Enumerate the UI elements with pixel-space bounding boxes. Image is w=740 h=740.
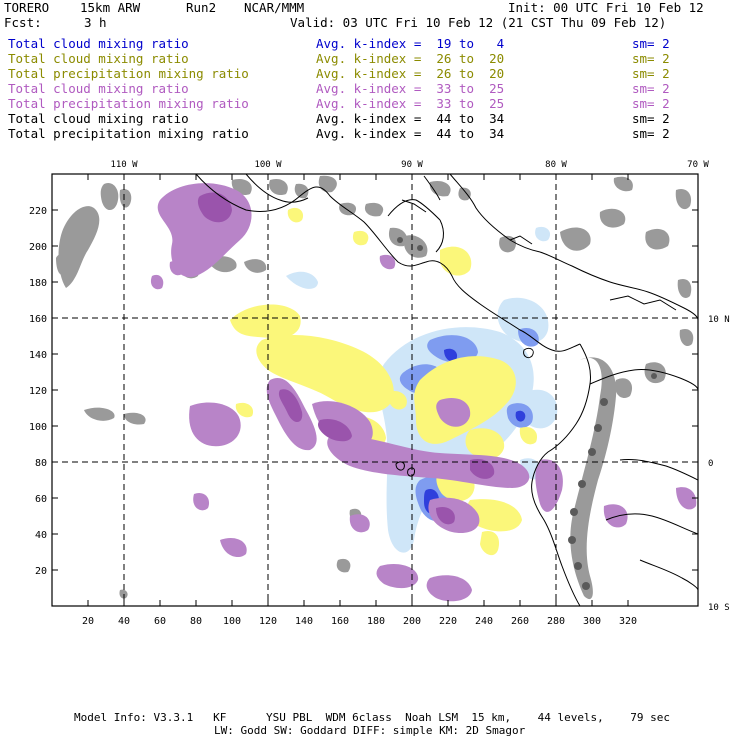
legend-smoothing: sm= 2 (632, 111, 670, 126)
y-tick-label: 220 (29, 206, 47, 217)
model-resolution: 15km ARW (80, 0, 141, 15)
x-tick-label: 140 (295, 616, 313, 627)
legend-smoothing: sm= 2 (632, 66, 670, 81)
x-tick-label: 100 (223, 616, 241, 627)
init-time: Init: 00 UTC Fri 10 Feb 12 (508, 0, 704, 15)
valid-time: Valid: 03 UTC Fri 10 Feb 12 (21 CST Thu … (290, 15, 667, 30)
x-tick-label: 60 (154, 616, 166, 627)
latitude-label: 0 (708, 459, 713, 469)
legend-k-index: Avg. k-index = 33 to 25 (316, 96, 505, 111)
x-tick-label: 180 (367, 616, 385, 627)
legend-field: Total precipitation mixing ratio (8, 66, 249, 81)
x-tick-label: 120 (259, 616, 277, 627)
forecast-label: Fcst: (4, 15, 42, 30)
y-tick-label: 120 (29, 386, 47, 397)
legend-k-index: Avg. k-index = 19 to 4 (316, 36, 505, 51)
legend-k-index: Avg. k-index = 26 to 20 (316, 66, 505, 81)
legend-field: Total precipitation mixing ratio (8, 126, 249, 141)
y-tick-label: 40 (35, 530, 47, 541)
lat-lon-grid (52, 174, 698, 606)
legend-field: Total cloud mixing ratio (8, 81, 189, 96)
x-tick-label: 20 (82, 616, 94, 627)
longitude-label: 70 W (687, 160, 709, 170)
model-name: TORERO (4, 0, 50, 15)
y-tick-label: 100 (29, 422, 47, 433)
legend-field: Total cloud mixing ratio (8, 111, 189, 126)
physics-info-line: LW: Godd SW: Goddard DIFF: simple KM: 2D… (214, 724, 526, 737)
y-tick-label: 200 (29, 242, 47, 253)
longitude-label: 110 W (110, 160, 138, 170)
gray-cloud-field (56, 175, 694, 600)
latitude-label: 10 S (708, 603, 730, 613)
y-tick-label: 60 (35, 494, 47, 505)
axis-ticks: 20 40 60 80 100 120 140 160 180 200 220 240 260 280 30… (29, 174, 698, 627)
x-tick-label: 300 (583, 616, 601, 627)
legend-smoothing: sm= 2 (632, 36, 670, 51)
model-info-line: Model Info: V3.3.1 KF YSU PBL WDM 6class… (74, 711, 671, 724)
longitude-labels: 110 W 100 W 90 W 80 W 70 W (110, 160, 709, 170)
legend-k-index: Avg. k-index = 26 to 20 (316, 51, 505, 66)
x-tick-label: 160 (331, 616, 349, 627)
x-tick-label: 320 (619, 616, 637, 627)
forecast-value: 3 h (84, 15, 107, 30)
legend-k-index: Avg. k-index = 44 to 34 (316, 126, 505, 141)
x-tick-label: 200 (403, 616, 421, 627)
legend-field: Total cloud mixing ratio (8, 36, 189, 51)
longitude-label: 80 W (545, 160, 567, 170)
latitude-labels: 10 N 0 10 S (708, 315, 730, 613)
y-tick-label: 140 (29, 350, 47, 361)
legend-smoothing: sm= 2 (632, 96, 670, 111)
legend-k-index: Avg. k-index = 44 to 34 (316, 111, 505, 126)
legend-field: Total cloud mixing ratio (8, 51, 189, 66)
precip-fields (56, 175, 697, 602)
latitude-label: 10 N (708, 315, 730, 325)
y-tick-label: 80 (35, 458, 47, 469)
gray-dark-core (397, 237, 657, 590)
y-tick-label: 20 (35, 566, 47, 577)
x-tick-label: 240 (475, 616, 493, 627)
coastlines (195, 174, 698, 606)
purple-field (197, 192, 495, 525)
org-label: NCAR/MMM (244, 0, 305, 15)
legend-field: Total precipitation mixing ratio (8, 96, 249, 111)
longitude-label: 100 W (254, 160, 282, 170)
x-tick-label: 280 (547, 616, 565, 627)
x-tick-label: 220 (439, 616, 457, 627)
y-tick-label: 180 (29, 278, 47, 289)
x-tick-label: 40 (118, 616, 130, 627)
yellow-field (230, 207, 538, 556)
legend-k-index: Avg. k-index = 33 to 25 (316, 81, 505, 96)
y-tick-label: 160 (29, 314, 47, 325)
legend-smoothing: sm= 2 (632, 81, 670, 96)
legend-smoothing: sm= 2 (632, 126, 670, 141)
run-label: Run2 (186, 0, 217, 15)
longitude-label: 90 W (401, 160, 423, 170)
x-tick-label: 260 (511, 616, 529, 627)
legend-smoothing: sm= 2 (632, 51, 670, 66)
x-tick-label: 80 (190, 616, 202, 627)
